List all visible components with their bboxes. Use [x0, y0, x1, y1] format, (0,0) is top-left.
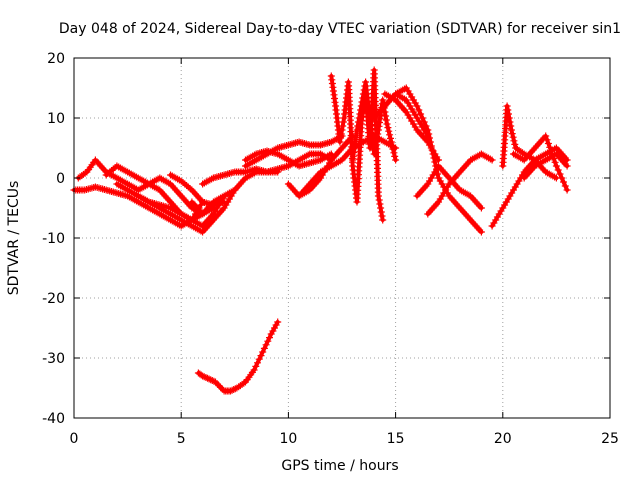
y-tick-label: -10 — [42, 231, 65, 247]
y-tick-label: -40 — [42, 411, 65, 427]
x-tick-label: 10 — [279, 431, 297, 447]
y-tick-label: 10 — [47, 111, 65, 127]
series-markers — [392, 84, 485, 236]
series-arc-23 — [510, 132, 571, 194]
chart-title: Day 048 of 2024, Sidereal Day-to-day VTE… — [59, 21, 621, 37]
series-arc-10 — [242, 147, 335, 170]
x-tick-label: 20 — [494, 431, 512, 447]
x-tick-label: 15 — [387, 431, 405, 447]
series-markers — [74, 156, 207, 224]
y-tick-label: 20 — [47, 51, 65, 67]
series-markers — [194, 318, 282, 395]
series-arc-20 — [424, 150, 496, 218]
x-axis-label: GPS time / hours — [281, 458, 398, 474]
series-arc-7 — [188, 186, 239, 218]
y-tick-labels: -40 -30 -20 -10 0 10 20 — [42, 51, 65, 427]
y-tick-label: 0 — [56, 171, 65, 187]
axis-ticks — [73, 57, 611, 419]
series-markers — [199, 165, 282, 188]
series-markers — [424, 150, 496, 218]
y-tick-label: -30 — [42, 351, 65, 367]
grid-lines — [74, 58, 610, 418]
x-tick-labels: 0 5 10 15 20 25 — [70, 431, 619, 447]
x-tick-label: 5 — [177, 431, 186, 447]
series-arc-8 — [199, 165, 282, 188]
series-markers — [102, 162, 207, 218]
series-arc-3 — [102, 162, 207, 218]
y-tick-label: -20 — [42, 291, 65, 307]
series-markers — [520, 150, 571, 182]
x-tick-label: 25 — [601, 431, 619, 447]
series-arc-24 — [520, 150, 571, 182]
series-arc-13 — [194, 318, 282, 395]
series-markers — [188, 186, 239, 218]
series-markers — [242, 147, 335, 170]
series-arc-2 — [74, 156, 207, 224]
series-markers — [510, 132, 571, 194]
x-tick-label: 0 — [70, 431, 79, 447]
y-axis-label: SDTVAR / TECUs — [6, 181, 22, 296]
data-series-layer — [70, 66, 571, 395]
series-arc-18 — [392, 84, 485, 236]
